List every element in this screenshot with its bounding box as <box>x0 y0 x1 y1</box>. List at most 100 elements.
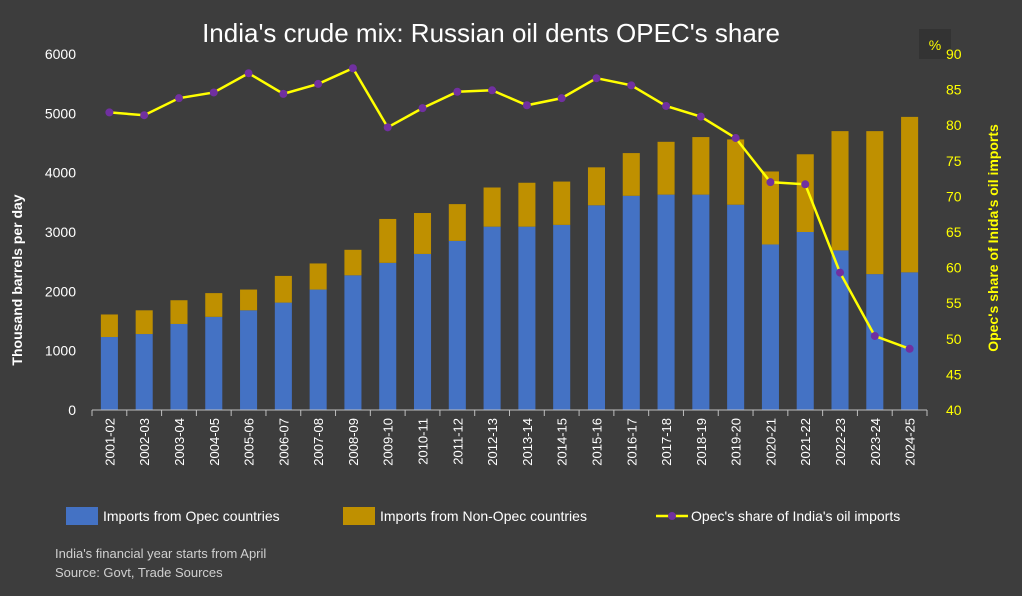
bar-non-opec <box>274 275 292 303</box>
footnote-fiscal-year: India's financial year starts from April <box>55 546 266 561</box>
bar-opec <box>553 224 571 410</box>
x-tick-label: 2021-22 <box>798 418 813 466</box>
share-point <box>174 94 183 103</box>
footnote-source: Source: Govt, Trade Sources <box>55 565 223 580</box>
bar-opec <box>901 272 919 410</box>
x-tick-label: 2002-03 <box>137 418 152 466</box>
x-tick-label: 2007-08 <box>311 418 326 466</box>
bar-opec <box>761 244 779 410</box>
bar-non-opec <box>587 167 606 206</box>
y2-tick-label: 60 <box>946 260 962 276</box>
share-point <box>348 64 357 73</box>
bar-non-opec <box>518 182 536 227</box>
bar-non-opec <box>205 293 223 317</box>
bar-non-opec <box>796 154 814 232</box>
chart-title: India's crude mix: Russian oil dents OPE… <box>202 18 780 48</box>
x-tick-label: 2008-09 <box>346 418 361 466</box>
bar-opec <box>100 337 118 410</box>
y2-tick-label: 90 <box>946 46 962 62</box>
bar-non-opec <box>761 171 779 245</box>
x-tick-label: 2016-17 <box>624 418 639 466</box>
share-point <box>105 108 114 117</box>
x-tick-label: 2013-14 <box>520 418 535 466</box>
y2-axis-label: Opec's share of Inida's oil imports <box>985 124 1001 352</box>
share-point <box>140 111 149 120</box>
x-tick-label: 2019-20 <box>729 418 744 466</box>
bar-non-opec <box>309 263 327 290</box>
x-tick-label: 2006-07 <box>276 418 291 466</box>
bar-opec <box>657 194 675 410</box>
share-point <box>209 88 218 97</box>
bar-opec <box>205 316 223 410</box>
bar-non-opec <box>657 141 675 195</box>
x-tick-label: 2005-06 <box>242 418 257 466</box>
bar-non-opec <box>448 204 466 241</box>
share-point <box>557 94 566 103</box>
legend-label-opec: Imports from Opec countries <box>103 508 280 524</box>
x-tick-label: 2010-11 <box>416 418 431 465</box>
y2-tick-label: 75 <box>946 153 962 169</box>
bar-opec <box>344 275 362 410</box>
bar-opec <box>274 302 292 410</box>
bar-opec <box>727 204 745 410</box>
y2-tick-label: 45 <box>946 366 962 382</box>
y-tick-label: 5000 <box>45 105 76 121</box>
y2-unit: % <box>929 37 941 53</box>
bar-opec <box>309 289 327 410</box>
y2-tick-label: 40 <box>946 402 962 418</box>
bar-opec <box>622 195 640 410</box>
y-tick-label: 4000 <box>45 165 76 181</box>
bar-opec <box>796 232 814 410</box>
bar-non-opec <box>727 139 745 205</box>
share-point <box>244 69 253 78</box>
bar-non-opec <box>100 314 118 338</box>
x-tick-label: 2020-21 <box>763 418 778 466</box>
y-tick-label: 6000 <box>45 46 76 62</box>
bar-non-opec <box>901 116 919 273</box>
bar-opec <box>170 323 188 410</box>
share-point <box>279 89 288 98</box>
share-point <box>696 112 705 121</box>
share-point <box>662 101 671 110</box>
share-point <box>766 178 775 187</box>
y-axis-label: Thousand barrels per day <box>9 194 25 365</box>
bar-non-opec <box>240 289 258 311</box>
share-point <box>314 79 323 88</box>
x-tick-label: 2023-24 <box>868 418 883 466</box>
share-point <box>801 180 810 189</box>
legend-label-share: Opec's share of India's oil imports <box>691 508 900 524</box>
bar-non-opec <box>866 131 884 275</box>
share-point <box>488 86 497 95</box>
bar-opec <box>413 253 432 410</box>
share-point <box>905 344 914 353</box>
share-point <box>870 331 879 340</box>
bar-non-opec <box>135 310 153 335</box>
bar-non-opec <box>553 181 571 225</box>
bar-non-opec <box>379 218 397 263</box>
legend-swatch-non-opec <box>343 507 375 525</box>
x-tick-label: 2003-04 <box>172 418 187 466</box>
y-tick-label: 2000 <box>45 283 76 299</box>
y2-tick-label: 70 <box>946 188 962 204</box>
legend: Imports from Opec countries Imports from … <box>66 507 900 525</box>
x-tick-label: 2012-13 <box>485 418 500 466</box>
x-tick-label: 2004-05 <box>207 418 222 466</box>
legend-label-non-opec: Imports from Non-Opec countries <box>380 508 587 524</box>
share-point <box>731 134 740 143</box>
y2-tick-label: 85 <box>946 82 962 98</box>
bar-opec <box>135 334 153 410</box>
legend-marker-share <box>668 512 676 520</box>
share-point <box>627 81 636 90</box>
y-tick-label: 1000 <box>45 343 76 359</box>
y-tick-label: 3000 <box>45 224 76 240</box>
bar-opec <box>240 310 258 410</box>
x-tick-label: 2011-12 <box>450 418 465 465</box>
y2-unit-box <box>919 29 951 59</box>
bar-opec <box>692 194 710 410</box>
bar-non-opec <box>622 153 640 196</box>
share-point <box>836 268 845 277</box>
bar-opec <box>379 262 397 410</box>
x-tick-label: 2024-25 <box>903 418 918 466</box>
y2-tick-label: 80 <box>946 117 962 133</box>
